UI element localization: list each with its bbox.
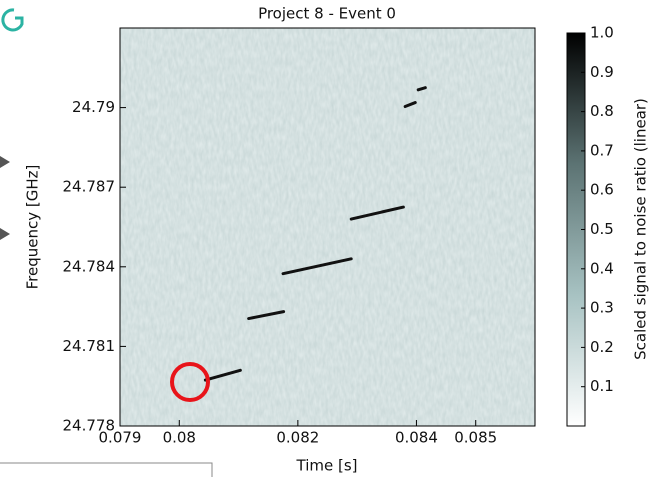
arrow-fragment (0, 228, 10, 240)
track (281, 257, 353, 276)
colorbar-tick-label: 0.8 (590, 102, 614, 120)
track (416, 86, 427, 92)
y-axis-label: Frequency [GHz] (24, 165, 42, 290)
tracks (203, 86, 427, 382)
plot-frame (119, 27, 536, 427)
colorbar-tick-label: 0.9 (590, 63, 614, 81)
colorbar-tick-label: 0.5 (590, 220, 614, 238)
colorbar-tick-label: 0.1 (590, 377, 614, 395)
colorbar-tick-label: 0.6 (590, 181, 614, 199)
y-tick-label: 24.784 (63, 257, 116, 275)
colorbar-tick-label: 0.2 (590, 338, 614, 356)
y-tick-label: 24.781 (63, 337, 116, 355)
y-tick-label: 24.79 (72, 98, 115, 116)
x-tick-label: 0.08 (163, 429, 196, 447)
highlight-circle (170, 362, 210, 402)
colorbar-label: Scaled signal to noise ratio (linear) (632, 98, 650, 360)
box-fragment (0, 462, 213, 477)
y-tick-label: 24.778 (63, 417, 116, 435)
colorbar-tick-label: 0.7 (590, 141, 614, 159)
track (349, 205, 405, 221)
arrow-fragment (0, 156, 10, 168)
colorbar-tick-label: 0.4 (590, 259, 614, 277)
x-tick-label: 0.085 (454, 429, 497, 447)
x-tick-label: 0.079 (99, 429, 142, 447)
colorbar-tick-label: 1.0 (590, 24, 614, 42)
colorbar-tick-label: 0.3 (590, 299, 614, 317)
y-tick-label: 24.787 (63, 178, 116, 196)
logo-fragment (1, 8, 24, 32)
noise-texture (120, 28, 535, 426)
x-tick-label: 0.084 (395, 429, 438, 447)
chart-title: Project 8 - Event 0 (258, 5, 396, 23)
track (247, 310, 286, 321)
x-axis-label: Time [s] (296, 457, 358, 475)
x-tick-label: 0.082 (276, 429, 319, 447)
track (403, 101, 417, 109)
track (203, 368, 242, 382)
